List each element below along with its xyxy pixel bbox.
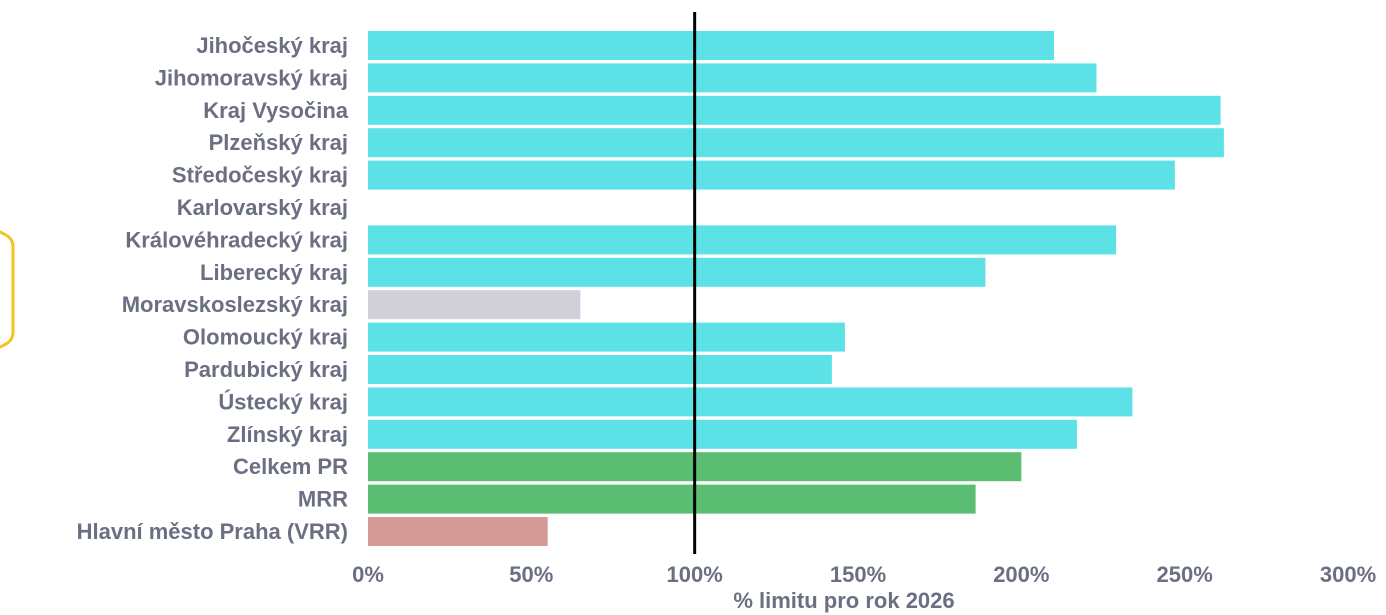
category-label: Zlínský kraj xyxy=(227,422,348,447)
bar-ustecky-kraj xyxy=(368,387,1133,417)
highlight-bracket xyxy=(0,230,15,349)
bar-kralovehradecky-kraj xyxy=(368,225,1117,255)
bar-pardubicky-kraj xyxy=(368,355,832,384)
bar-stredocesky-kraj xyxy=(368,160,1175,190)
bar-moravskoslezsky-kraj xyxy=(368,290,581,320)
bar-olomoucky-kraj xyxy=(368,322,845,352)
category-label: Olomoucký kraj xyxy=(183,325,348,350)
bar-mrr xyxy=(368,484,976,514)
category-label: Pardubický kraj xyxy=(184,357,348,382)
category-label: Ústecký kraj xyxy=(218,389,348,414)
category-label: MRR xyxy=(298,487,348,512)
category-label: Karlovarský kraj xyxy=(177,195,348,220)
category-label: Liberecký kraj xyxy=(200,260,348,285)
bar-jihocesky-kraj xyxy=(368,31,1054,60)
category-label: Jihočeský kraj xyxy=(196,33,348,58)
category-label: Kraj Vysočina xyxy=(203,98,348,123)
category-label: Středočeský kraj xyxy=(172,163,348,188)
x-tick-label: 250% xyxy=(1157,562,1213,587)
category-label: Hlavní město Praha (VRR) xyxy=(77,519,348,544)
x-axis-title: % limitu pro rok 2026 xyxy=(733,588,954,613)
x-tick-label: 100% xyxy=(667,562,723,587)
x-tick-label: 200% xyxy=(993,562,1049,587)
bar-liberecky-kraj xyxy=(368,257,986,287)
bar-hlavni-mesto-praha-vrr xyxy=(368,517,548,546)
x-tick-label: 0% xyxy=(352,562,384,587)
bar-jihomoravsky-kraj xyxy=(368,63,1097,93)
bar-zlinsky-kraj xyxy=(368,419,1077,449)
category-label: Jihomoravský kraj xyxy=(155,65,348,90)
x-tick-label: 300% xyxy=(1320,562,1376,587)
x-tick-label: 50% xyxy=(509,562,553,587)
category-label: Moravskoslezský kraj xyxy=(122,292,348,317)
category-label: Plzeňský kraj xyxy=(209,130,348,155)
bar-kraj-vysocina xyxy=(368,95,1221,125)
category-label: Královéhradecký kraj xyxy=(125,227,348,252)
bar-plzensky-kraj xyxy=(368,128,1224,158)
x-tick-label: 150% xyxy=(830,562,886,587)
category-label: Celkem PR xyxy=(233,454,348,479)
